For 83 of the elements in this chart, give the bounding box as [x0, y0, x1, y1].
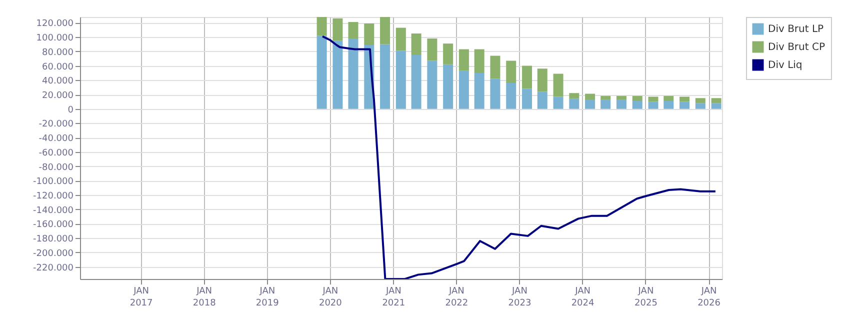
bar — [664, 96, 674, 101]
y-tick-label: 40.000 — [42, 76, 74, 87]
y-tick-label: -160.000 — [33, 220, 74, 230]
x-tick-label: JAN 2018 — [192, 286, 216, 308]
x-tick-label: JAN 2021 — [382, 286, 406, 308]
bar — [522, 88, 532, 109]
bar — [316, 17, 327, 36]
y-tick-label: -40.000 — [38, 134, 74, 144]
bar — [364, 23, 374, 45]
bar — [411, 55, 422, 109]
bar — [522, 66, 532, 89]
bar — [695, 98, 706, 104]
x-tick-label: JAN 2026 — [698, 286, 721, 308]
bar — [569, 98, 580, 109]
bar — [632, 100, 642, 109]
y-tick-label: -140.000 — [33, 206, 74, 216]
bar — [348, 38, 358, 109]
y-tick-label: -80.000 — [38, 162, 74, 173]
bar — [396, 28, 406, 51]
bar — [648, 96, 658, 102]
bar — [316, 36, 327, 109]
bar — [458, 49, 469, 71]
x-tick-label: JAN 2022 — [445, 286, 468, 308]
y-tick-label: -200.000 — [33, 248, 74, 259]
y-tick-label: 80.000 — [42, 48, 74, 58]
bar — [711, 103, 722, 109]
legend-label: Div Brut CP — [768, 42, 825, 53]
x-tick-label: JAN 2023 — [508, 286, 532, 308]
bar — [632, 96, 642, 101]
bar — [506, 83, 516, 109]
bar — [616, 100, 626, 109]
bar — [553, 74, 564, 97]
bar — [680, 96, 690, 102]
bar — [569, 93, 580, 99]
bar — [506, 60, 516, 84]
bar — [427, 60, 438, 109]
bar — [585, 100, 596, 109]
bar — [474, 72, 484, 109]
bar — [443, 44, 454, 64]
y-tick-label: 100.000 — [36, 34, 74, 44]
x-tick-label: JAN 2019 — [256, 286, 280, 308]
y-tick-label: 120.000 — [36, 19, 74, 30]
y-tick-label: -60.000 — [38, 148, 74, 158]
y-tick-label: 20.000 — [42, 91, 74, 102]
bar — [458, 70, 469, 109]
bar — [490, 78, 500, 109]
bar — [711, 98, 722, 104]
x-tick-label: JAN 2024 — [571, 286, 594, 308]
bar — [332, 18, 343, 41]
bar — [396, 50, 406, 109]
y-tick-label: 0 — [68, 105, 74, 116]
bar — [537, 92, 548, 109]
bar — [553, 96, 564, 109]
x-tick-label: JAN 2025 — [634, 286, 658, 308]
y-tick-label: -120.000 — [33, 192, 74, 202]
x-tick-label: JAN 2020 — [318, 286, 342, 308]
bar — [427, 38, 438, 61]
line-series — [322, 35, 716, 279]
bar — [380, 44, 390, 109]
bar — [600, 100, 611, 109]
bar — [411, 34, 422, 56]
bar — [332, 40, 343, 109]
y-tick-label: -20.000 — [38, 120, 74, 130]
bar — [648, 102, 658, 109]
bar — [380, 17, 390, 44]
y-tick-label: 60.000 — [42, 62, 74, 72]
bar — [585, 94, 596, 100]
y-tick-label: -220.000 — [33, 263, 74, 274]
bar — [474, 49, 484, 73]
bar — [616, 96, 626, 100]
bar — [490, 56, 500, 79]
bar — [600, 96, 611, 100]
y-tick-label: -100.000 — [33, 177, 74, 188]
y-tick-label: -180.000 — [33, 234, 74, 245]
legend-label: Div Brut LP — [768, 24, 824, 35]
bar — [348, 22, 358, 39]
bar — [537, 68, 548, 92]
bar — [680, 102, 690, 109]
x-tick-label: JAN 2017 — [130, 286, 153, 308]
bar — [664, 100, 674, 109]
bar — [443, 64, 454, 109]
bar — [695, 103, 706, 109]
legend-label: Div Liq — [768, 60, 802, 71]
